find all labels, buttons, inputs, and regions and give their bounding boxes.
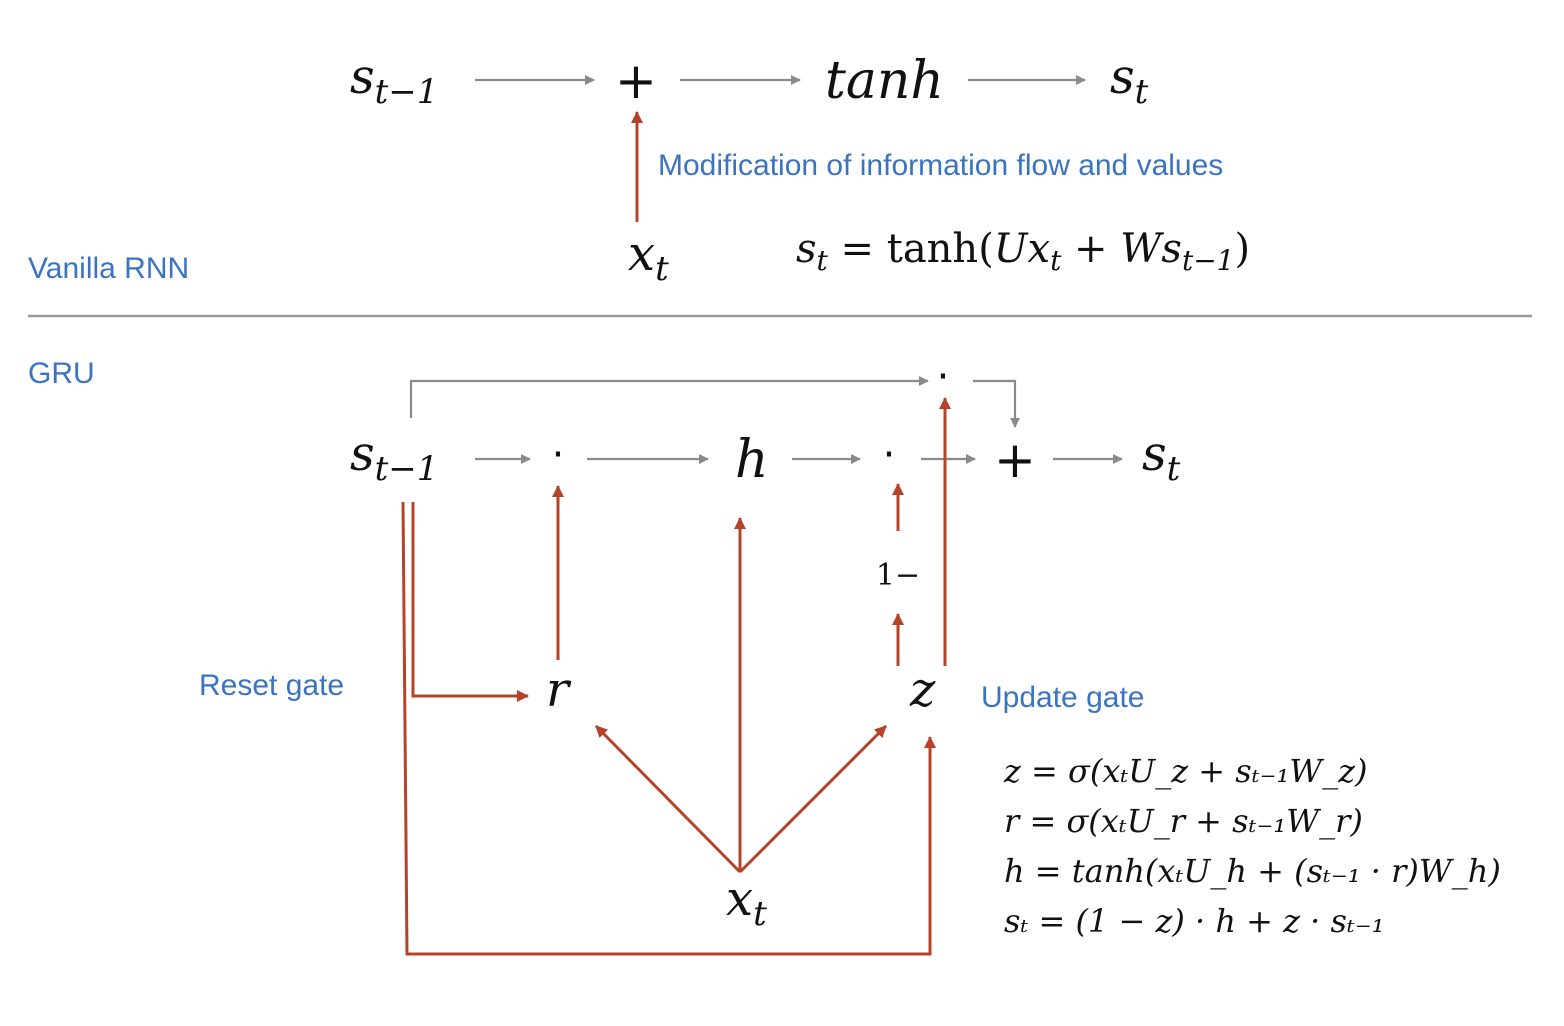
- gru-arrow-s-to-r: [411, 502, 529, 702]
- gru-dot-reset: ·: [552, 432, 565, 478]
- gru-equation-h: h = tanh(xₜU_h + (sₜ₋₁ · r)W_h): [1004, 852, 1501, 890]
- gru-plus: +: [994, 431, 1036, 489]
- vanilla-plus: +: [615, 52, 657, 110]
- gru-x: xt: [726, 871, 767, 934]
- gru-arrow-top-to-plus: [973, 379, 1020, 428]
- gru-reset-label: Reset gate: [199, 669, 344, 702]
- gru-one-minus: 1−: [876, 558, 920, 593]
- vanilla-s-next: st: [1110, 49, 1149, 112]
- gru-z: z: [909, 662, 936, 718]
- gru-s-prev: st−1: [350, 426, 438, 489]
- gru-arrow-x-to-r: [594, 724, 742, 874]
- vanilla-x: xt: [628, 226, 669, 289]
- gru-dot-update: ·: [883, 432, 896, 478]
- gru-arrow-s-to-z: [401, 501, 936, 956]
- vanilla-section-label: Vanilla RNN: [28, 252, 189, 285]
- gru-equation-s: sₜ = (1 − z) · h + z · sₜ₋₁: [1004, 902, 1385, 940]
- vanilla-annotation: Modification of information flow and val…: [658, 149, 1223, 182]
- gru-s-next: st: [1142, 426, 1181, 489]
- vanilla-tanh: tanh: [825, 51, 944, 111]
- gru-r: r: [546, 662, 572, 718]
- gru-section-label: GRU: [28, 357, 95, 390]
- vanilla-s-prev: st−1: [350, 49, 438, 112]
- gru-equation-z: z = σ(xₜU_z + sₜ₋₁W_z): [1003, 752, 1368, 790]
- gru-update-label: Update gate: [981, 681, 1144, 714]
- gru-equation-r: r = σ(xₜU_r + sₜ₋₁W_r): [1004, 802, 1363, 840]
- gru-skip-connection: [409, 376, 929, 418]
- vanilla-equation: st = tanh(Uxt + Wst−1): [796, 226, 1250, 277]
- gru-arrow-x-to-z: [738, 724, 888, 874]
- gru-h: h: [735, 430, 769, 490]
- gru-dot-top: ·: [937, 354, 950, 400]
